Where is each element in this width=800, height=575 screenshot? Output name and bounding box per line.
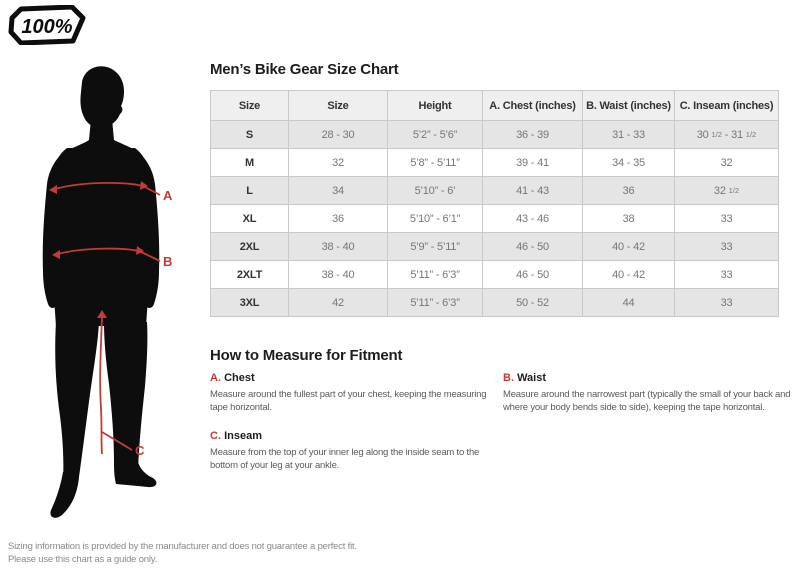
size-value-cell: 32 1/2	[674, 176, 779, 205]
size-value-cell: 32	[288, 148, 388, 177]
size-value-cell: 50 - 52	[482, 288, 583, 317]
inseam-measure-line	[99, 315, 103, 455]
chest-arrow-left-icon	[49, 185, 57, 194]
size-value-cell: 38 - 40	[288, 232, 388, 261]
measure-section-chest: A. Chest Measure around the fullest part…	[210, 372, 498, 414]
size-value-cell: 39 - 41	[482, 148, 583, 177]
size-label-cell: 2XLT	[210, 260, 289, 289]
size-value-cell: 31 - 33	[582, 120, 675, 149]
size-value-cell: 34	[288, 176, 388, 205]
size-chart-table: Size Size Height A. Chest (inches) B. Waist …	[210, 90, 779, 317]
column-header: A. Chest (inches)	[482, 90, 583, 121]
logo-text: 100%	[21, 16, 72, 38]
size-value-cell: 5’11” - 6’3”	[387, 260, 483, 289]
table-row: M 32 5’8” - 5’11” 39 - 41 34 - 35 32	[210, 148, 779, 177]
size-value-cell: 46 - 50	[482, 232, 583, 261]
size-value-cell: 33	[674, 288, 779, 317]
sizing-disclaimer: Sizing information is provided by the ma…	[8, 540, 357, 566]
size-value-cell: 5’8” - 5’11”	[387, 148, 483, 177]
table-row: 2XL 38 - 40 5’9” - 5’11” 46 - 50 40 - 42 33	[210, 232, 779, 261]
figure-label-inseam: C	[135, 443, 145, 458]
measure-name: Waist	[517, 372, 546, 384]
table-header-row: Size Size Height A. Chest (inches) B. Waist …	[210, 90, 779, 121]
figure-label-waist: B	[163, 254, 172, 269]
brand-logo-icon: 100%	[8, 4, 86, 46]
column-header: B. Waist (inches)	[582, 90, 675, 121]
size-value-cell: 34 - 35	[582, 148, 675, 177]
measure-section-title: C. Inseam	[210, 430, 498, 442]
table-row: 2XLT 38 - 40 5’11” - 6’3” 46 - 50 40 - 42 33	[210, 260, 779, 289]
column-header: C. Inseam (inches)	[674, 90, 779, 121]
waist-arrow-right-icon	[136, 246, 144, 255]
size-label-cell: 2XL	[210, 232, 289, 261]
waist-leader-line	[138, 250, 161, 262]
size-value-cell: 33	[674, 232, 779, 261]
size-label-cell: 3XL	[210, 288, 289, 317]
size-value-cell: 30 1/2 - 31 1/2	[674, 120, 779, 149]
table-row: 3XL 42 5’11” - 6’3” 50 - 52 44 33	[210, 288, 779, 317]
measure-column-right: B. Waist Measure around the narrowest pa…	[503, 372, 793, 430]
inseam-arrow-top-icon	[97, 310, 107, 318]
measure-heading: How to Measure for Fitment	[210, 347, 403, 364]
chest-leader-line	[142, 185, 161, 196]
table-row: XL 36 5’10” - 6’1” 43 - 46 38 33	[210, 204, 779, 233]
table-row: S 28 - 30 5’2” - 5’6” 36 - 39 31 - 33 30 1/2 …	[210, 120, 779, 149]
size-value-cell: 36	[288, 204, 388, 233]
size-value-cell: 46 - 50	[482, 260, 583, 289]
man-silhouette	[42, 66, 160, 518]
column-header: Height	[387, 90, 483, 121]
size-value-cell: 38 - 40	[288, 260, 388, 289]
size-value-cell: 36 - 39	[482, 120, 583, 149]
measure-letter: B.	[503, 372, 514, 384]
size-value-cell: 42	[288, 288, 388, 317]
measure-section-title: B. Waist	[503, 372, 793, 384]
size-value-cell: 5’10” - 6’1”	[387, 204, 483, 233]
size-value-cell: 41 - 43	[482, 176, 583, 205]
size-value-cell: 40 - 42	[582, 232, 675, 261]
size-label-cell: S	[210, 120, 289, 149]
measure-name: Chest	[224, 372, 255, 384]
waist-measure-line	[57, 247, 140, 255]
size-value-cell: 38	[582, 204, 675, 233]
disclaimer-line-1: Sizing information is provided by the ma…	[8, 541, 357, 552]
measure-letter: C.	[210, 430, 221, 442]
measure-column-left: A. Chest Measure around the fullest part…	[210, 372, 498, 488]
size-value-cell: 32	[674, 148, 779, 177]
measure-name: Inseam	[224, 430, 262, 442]
measure-text: Measure around the fullest part of your …	[210, 389, 487, 413]
size-value-cell: 28 - 30	[288, 120, 388, 149]
size-value-cell: 33	[674, 260, 779, 289]
column-header: Size	[210, 90, 289, 121]
column-header: Size	[288, 90, 388, 121]
size-value-cell: 40 - 42	[582, 260, 675, 289]
size-value-cell: 5’9” - 5’11”	[387, 232, 483, 261]
waist-arrow-left-icon	[52, 250, 60, 259]
chest-measure-line	[54, 181, 144, 190]
figure-label-chest: A	[163, 188, 173, 203]
size-label-cell: L	[210, 176, 289, 205]
measure-section-title: A. Chest	[210, 372, 498, 384]
measure-text: Measure from the top of your inner leg a…	[210, 447, 480, 471]
size-label-cell: M	[210, 148, 289, 177]
measure-section-waist: B. Waist Measure around the narrowest pa…	[503, 372, 793, 414]
size-value-cell: 5’11” - 6’3”	[387, 288, 483, 317]
chest-arrow-right-icon	[140, 181, 148, 190]
size-value-cell: 5’2” - 5’6”	[387, 120, 483, 149]
table-row: L 34 5’10” - 6’ 41 - 43 36 32 1/2	[210, 176, 779, 205]
size-label-cell: XL	[210, 204, 289, 233]
size-value-cell: 36	[582, 176, 675, 205]
page-title: Men’s Bike Gear Size Chart	[210, 61, 399, 78]
size-value-cell: 33	[674, 204, 779, 233]
measure-text: Measure around the narrowest part (typic…	[503, 389, 791, 413]
size-value-cell: 43 - 46	[482, 204, 583, 233]
measure-section-inseam: C. Inseam Measure from the top of your i…	[210, 430, 498, 472]
measurement-figure: A B C	[18, 64, 193, 529]
size-value-cell: 44	[582, 288, 675, 317]
disclaimer-line-2: Please use this chart as a guide only.	[8, 554, 158, 565]
measure-letter: A.	[210, 372, 221, 384]
inseam-leader-line	[101, 431, 133, 451]
size-value-cell: 5’10” - 6’	[387, 176, 483, 205]
